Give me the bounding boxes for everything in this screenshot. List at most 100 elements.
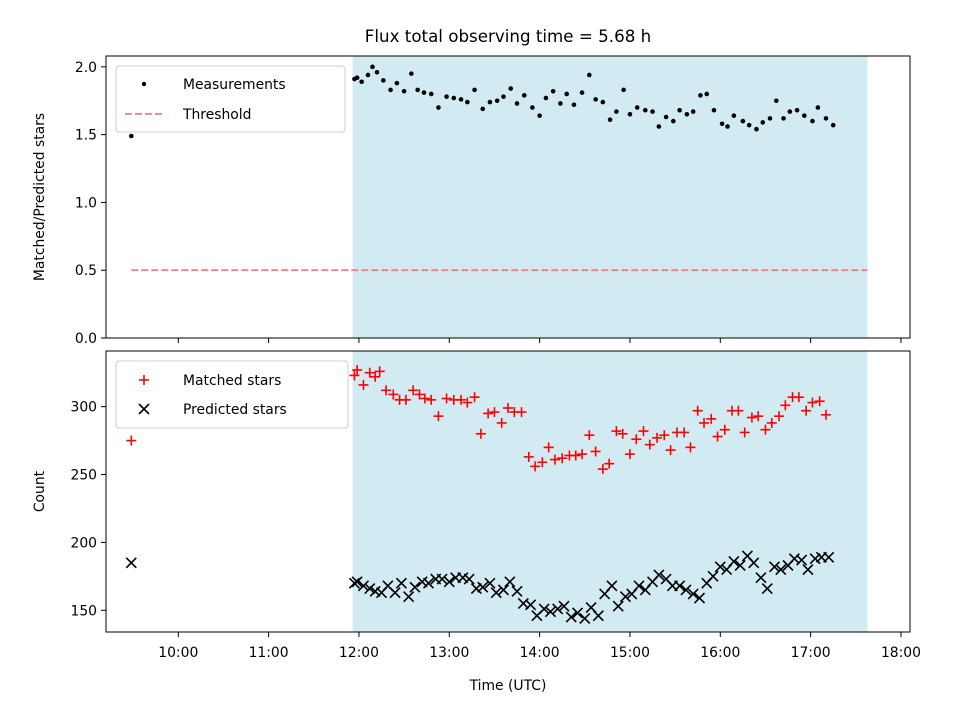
x-tick-label: 13:00 <box>429 645 469 661</box>
measurement-point <box>394 80 400 86</box>
matched-star-point <box>352 365 363 376</box>
predicted-star-point <box>422 577 435 589</box>
matched-star-point <box>624 449 635 460</box>
measurement-point <box>725 124 730 129</box>
matched-star-point <box>388 389 399 400</box>
top-panel-ticks: 0.0 0.5 1.0 1.5 2.0 <box>75 60 902 347</box>
predicted-star-point <box>619 591 632 603</box>
predicted-star-point <box>680 584 692 596</box>
matched-star-point <box>543 442 554 453</box>
matched-star-point <box>814 396 825 407</box>
matched-star-point <box>739 427 750 438</box>
top-legend-box <box>115 65 346 133</box>
measurement-point <box>501 94 506 99</box>
matched-star-point <box>679 427 690 438</box>
measurement-point <box>415 87 420 93</box>
predicted-star-point <box>592 610 604 622</box>
matched-star-point <box>665 445 676 456</box>
predicted-star-point <box>653 569 665 581</box>
y-tick-label: 0.0 <box>75 331 97 347</box>
matched-star-point <box>719 424 730 435</box>
measurement-point <box>781 116 786 121</box>
matched-star-point <box>358 379 369 390</box>
measurement-point <box>354 75 360 80</box>
predicted-star-point <box>674 580 686 592</box>
measurement-point <box>514 101 520 106</box>
predicted-star-point <box>125 557 137 569</box>
predicted-star-point <box>525 599 537 611</box>
measurement-point <box>802 113 807 118</box>
matched-star-point <box>408 385 419 396</box>
predicted-star-point <box>511 585 523 597</box>
predicted-star-point <box>714 561 726 573</box>
matched-star-point <box>611 426 622 437</box>
matched-star-point <box>733 405 744 416</box>
measurement-point <box>480 106 486 112</box>
predicted-star-point <box>734 559 746 572</box>
measurement-point <box>587 72 592 78</box>
predicted-star-point <box>395 577 407 589</box>
predicted-star-point <box>802 563 814 576</box>
predicted-star-point <box>755 572 767 584</box>
measurement-point <box>698 93 703 98</box>
matched-star-point <box>577 449 588 460</box>
predicted-star-point <box>351 576 363 588</box>
legend-predicted-label: Predicted stars <box>183 402 287 418</box>
measurement-point <box>388 87 393 93</box>
measurement-point <box>550 88 556 94</box>
matched-star-point <box>462 397 473 408</box>
predicted-star-point <box>728 555 740 567</box>
matched-star-point <box>557 453 568 464</box>
matched-star-point <box>469 392 480 403</box>
y-tick-label: 1.5 <box>75 128 97 144</box>
legend-measurements-marker <box>141 81 147 87</box>
measurement-point <box>794 107 800 113</box>
bottom-panel: 150 200 250 300 10:00 11:00 12:00 13:00 14:00 15:… <box>32 350 921 694</box>
x-tick-label: 15:00 <box>610 645 650 661</box>
predicted-star-point <box>606 580 618 592</box>
measurement-point <box>731 113 737 118</box>
predicted-star-point <box>409 581 421 593</box>
measurement-point <box>571 102 577 108</box>
matched-star-point <box>617 428 628 439</box>
matched-star-point <box>692 405 703 416</box>
measurement-point <box>494 98 500 104</box>
measurement-point <box>409 71 414 76</box>
measurement-point <box>359 79 364 85</box>
matched-star-point <box>780 400 791 411</box>
predicted-star-point <box>748 557 760 569</box>
matched-star-point <box>475 428 486 439</box>
measurement-point <box>508 86 514 91</box>
matched-star-point <box>638 426 649 437</box>
matched-star-point <box>604 458 615 469</box>
bottom-panel-observing-window <box>352 351 868 632</box>
measurement-point <box>643 107 648 113</box>
measurement-point <box>810 118 815 124</box>
top-panel-frame <box>105 55 911 339</box>
matched-star-point <box>699 417 710 428</box>
predicted-star-point <box>490 587 502 599</box>
y-tick-label: 200 <box>70 535 97 551</box>
matched-star-point <box>433 411 444 422</box>
measurement-point <box>600 99 606 105</box>
legend-matched-marker <box>139 375 149 385</box>
matched-star-point <box>349 370 360 381</box>
predicted-star-point <box>357 580 370 592</box>
matched-star-point <box>807 397 818 408</box>
matched-star-point <box>456 394 467 405</box>
measurement-point <box>823 116 829 121</box>
predicted-star-point <box>436 573 448 585</box>
measurement-point <box>128 133 134 139</box>
measurement-point <box>754 126 759 132</box>
measurement-point <box>487 99 493 105</box>
legend-measurements-label: Measurements <box>183 77 286 93</box>
matched-star-point <box>419 393 430 404</box>
x-tick-label: 14:00 <box>520 645 560 661</box>
x-tick-label: 18:00 <box>881 645 921 661</box>
predicted-star-point <box>403 591 415 603</box>
measurement-point <box>558 101 563 106</box>
predicted-star-point <box>579 612 591 624</box>
matched-star-point <box>712 431 723 442</box>
matched-star-point <box>549 454 560 465</box>
legend-threshold-label: Threshold <box>182 107 251 123</box>
